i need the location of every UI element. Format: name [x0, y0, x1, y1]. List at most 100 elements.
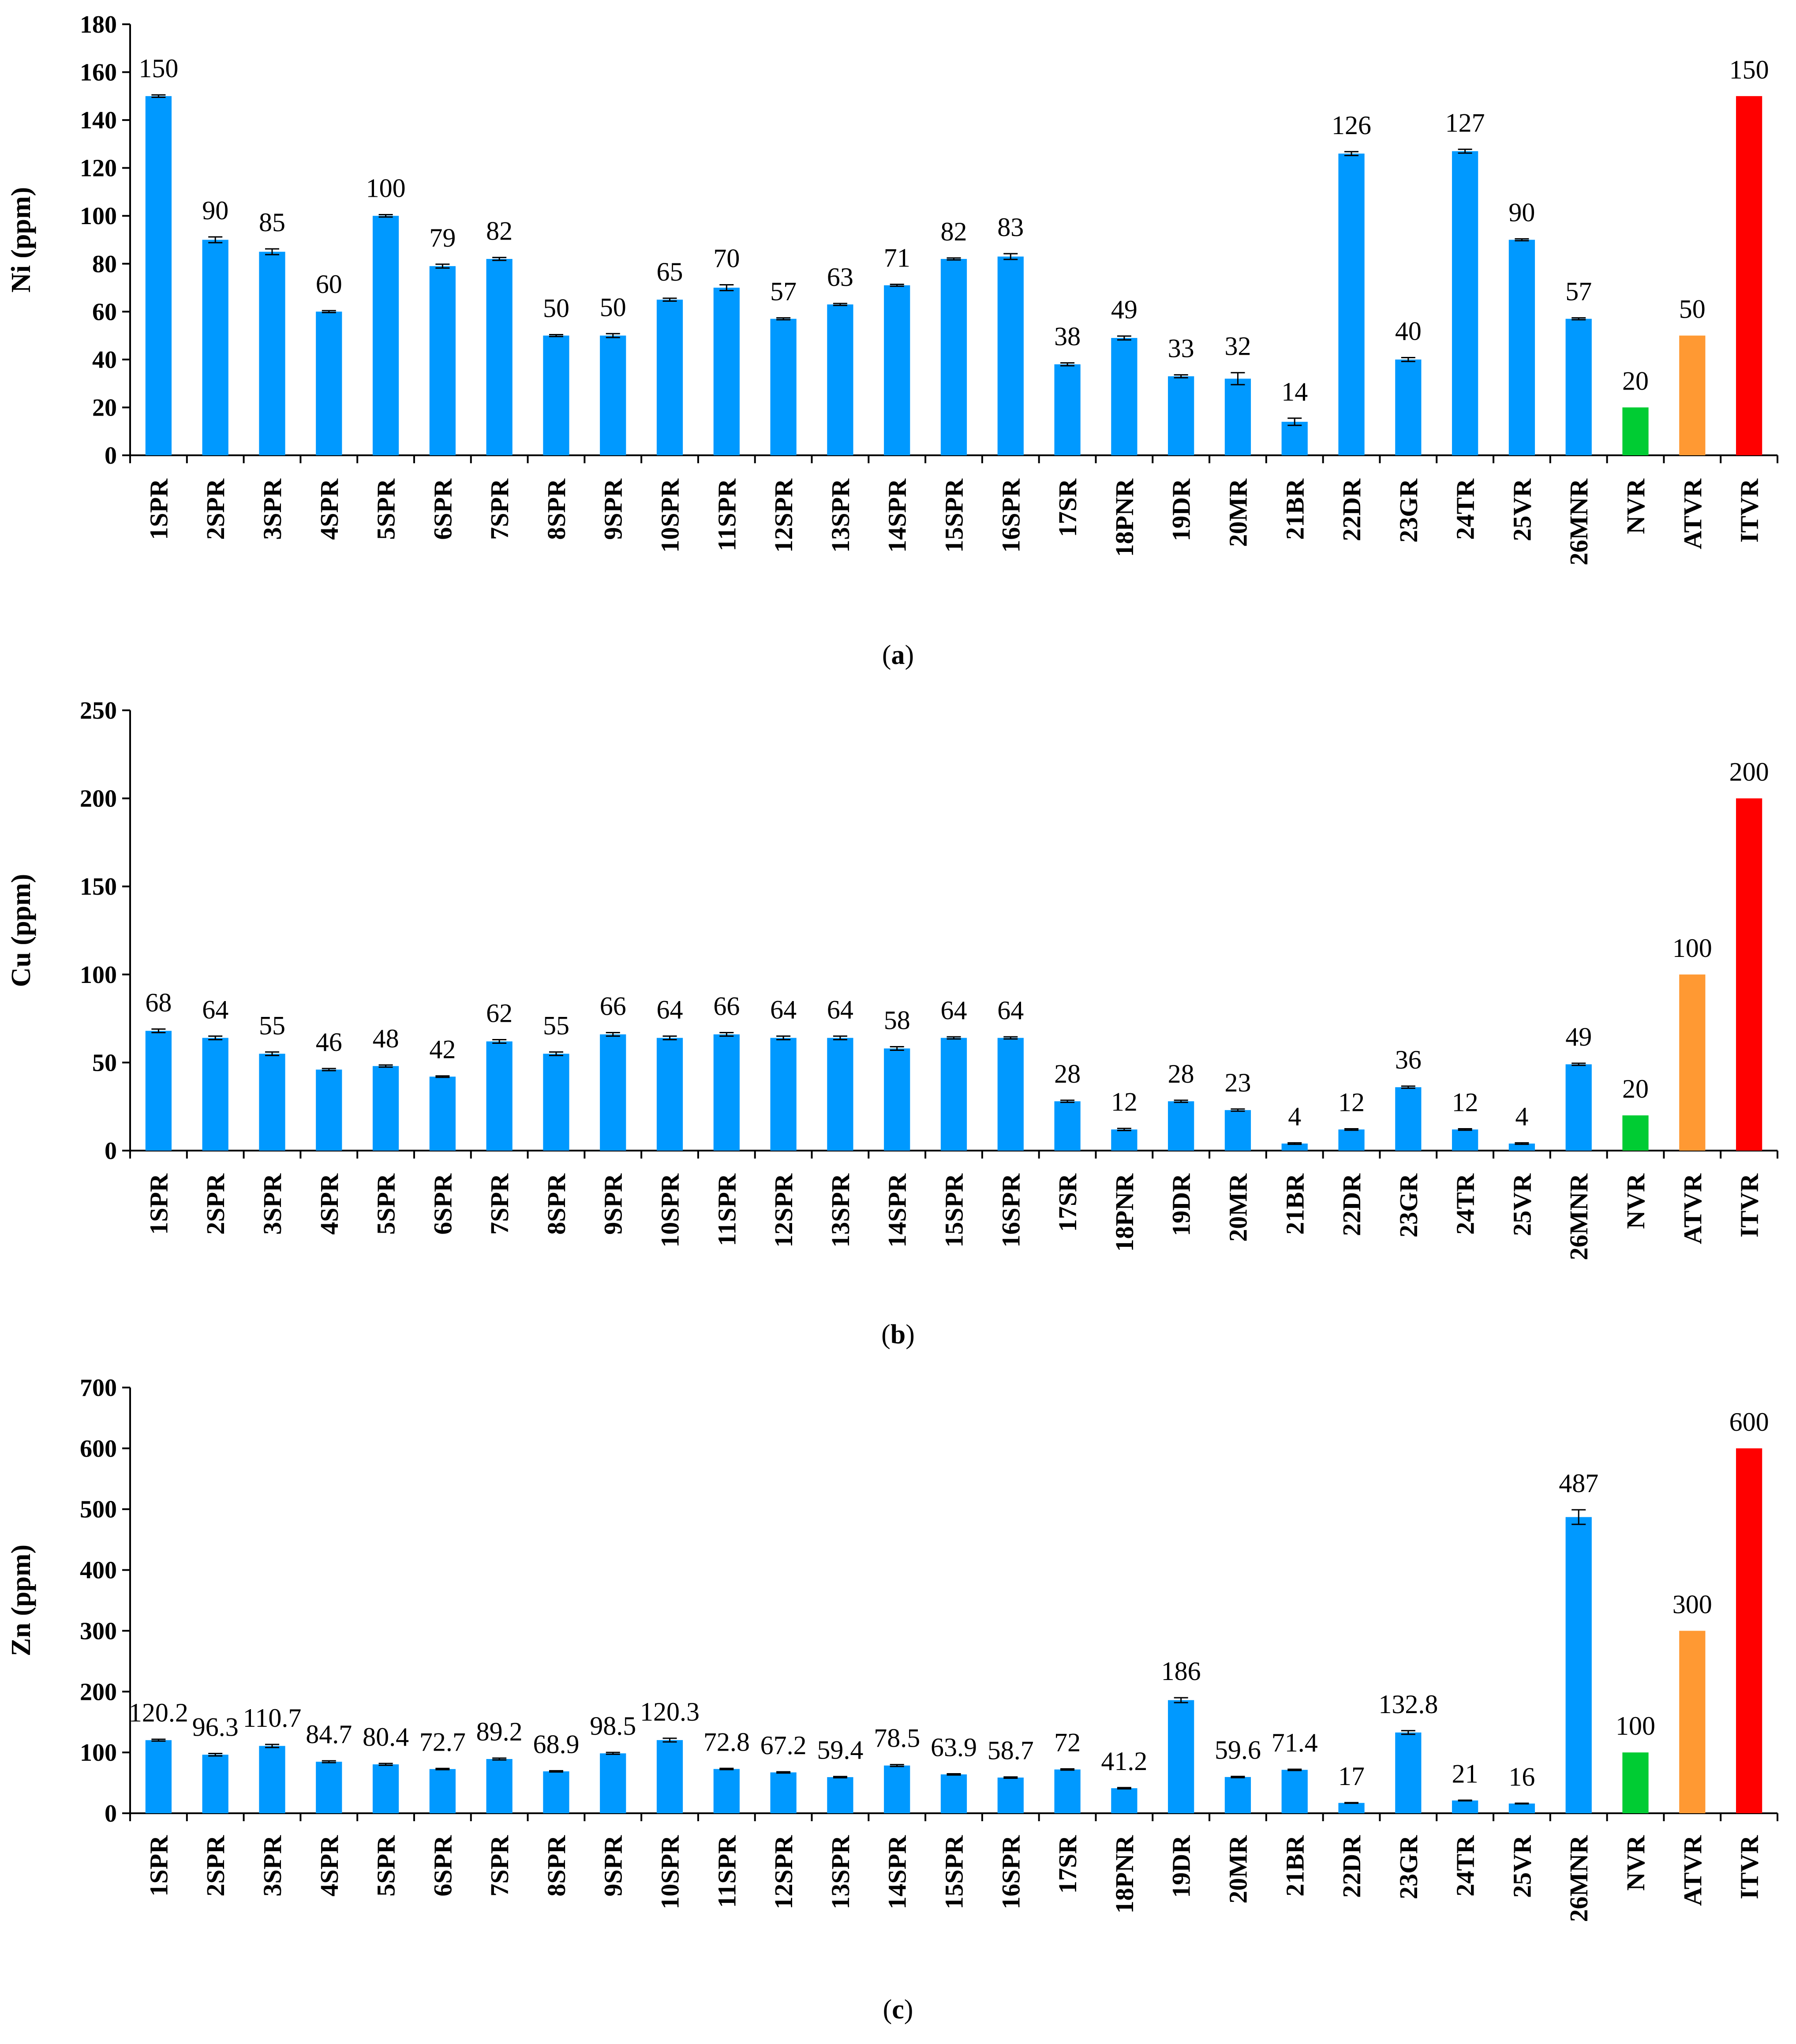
category-label-24TR: 24TR [1451, 1835, 1480, 1897]
category-label-21BR: 21BR [1280, 1835, 1309, 1897]
category-label-NVR: NVR [1621, 1173, 1650, 1229]
data-label-15SPR: 64 [941, 996, 967, 1025]
data-label-1SPR: 150 [138, 54, 178, 83]
bar-7SPR [486, 259, 513, 455]
category-label-7SPR: 7SPR [485, 478, 514, 540]
data-label-8SPR: 68.9 [533, 1730, 579, 1759]
category-label-9SPR: 9SPR [599, 1173, 628, 1235]
bar-4SPR [316, 1069, 342, 1151]
category-label-16SPR: 16SPR [996, 1173, 1025, 1248]
category-label-15SPR: 15SPR [940, 1173, 969, 1248]
bar-18PNR [1111, 338, 1137, 455]
y-tick-label: 500 [80, 1496, 117, 1523]
data-label-7SPR: 82 [486, 217, 513, 246]
y-tick-label: 180 [80, 11, 117, 38]
data-label-14SPR: 58 [884, 1005, 910, 1035]
data-label-18PNR: 49 [1111, 295, 1137, 324]
category-label-18PNR: 18PNR [1110, 1173, 1139, 1252]
category-label-2SPR: 2SPR [201, 1173, 230, 1235]
bar-NVR [1622, 407, 1649, 455]
category-label-20MR: 20MR [1224, 1173, 1252, 1242]
bar-12SPR [770, 1772, 797, 1813]
bar-4SPR [316, 1762, 342, 1813]
bar-25VR [1508, 1144, 1535, 1151]
y-tick-label: 600 [80, 1435, 117, 1463]
bar-1SPR [145, 1031, 172, 1151]
y-tick-label: 200 [80, 785, 117, 813]
category-label-1SPR: 1SPR [144, 1173, 173, 1235]
bar-26MNR [1565, 319, 1592, 455]
data-label-3SPR: 110.7 [243, 1703, 302, 1733]
bar-10SPR [656, 1038, 683, 1151]
category-label-25VR: 25VR [1508, 1835, 1536, 1898]
category-label-17SR: 17SR [1053, 1173, 1082, 1232]
data-label-18PNR: 41.2 [1101, 1747, 1147, 1776]
category-label-10SPR: 10SPR [656, 1173, 685, 1248]
category-label-2SPR: 2SPR [201, 478, 230, 540]
data-label-15SPR: 82 [941, 217, 967, 246]
y-tick-label: 150 [80, 873, 117, 900]
category-label-19DR: 19DR [1167, 1835, 1196, 1898]
category-label-20MR: 20MR [1224, 478, 1252, 547]
data-label-10SPR: 64 [657, 995, 683, 1024]
chart-zn: 0 100 200 300 400 500 600 700 Zn (ppm) 120.2 1SPR 9… [6, 1374, 1778, 2025]
bar-14SPR [884, 285, 910, 455]
data-label-25VR: 90 [1508, 198, 1535, 227]
data-label-24TR: 127 [1445, 108, 1485, 137]
category-label-1SPR: 1SPR [144, 478, 173, 540]
data-label-5SPR: 100 [366, 174, 406, 203]
category-label-4SPR: 4SPR [315, 1173, 344, 1235]
bar-2SPR [202, 240, 228, 455]
bar-1SPR [145, 96, 172, 456]
data-label-21BR: 71.4 [1272, 1728, 1318, 1757]
category-label-ATVR: ATVR [1678, 1173, 1707, 1244]
data-label-19DR: 186 [1161, 1657, 1201, 1686]
category-label-ITVR: ITVR [1735, 1835, 1764, 1899]
bar-18PNR [1111, 1788, 1137, 1813]
data-label-ITVR: 600 [1729, 1407, 1769, 1436]
y-tick-label: 160 [80, 59, 117, 86]
bar-12SPR [770, 1038, 797, 1151]
bar-10SPR [656, 1740, 683, 1813]
bar-7SPR [486, 1759, 513, 1813]
data-label-12SPR: 57 [770, 277, 797, 306]
data-label-3SPR: 85 [259, 208, 285, 237]
bar-6SPR [429, 266, 456, 455]
category-label-19DR: 19DR [1167, 478, 1196, 541]
data-label-22DR: 12 [1338, 1088, 1365, 1117]
bar-NVR [1622, 1115, 1649, 1151]
data-label-5SPR: 48 [373, 1024, 399, 1053]
category-label-13SPR: 13SPR [826, 1835, 855, 1909]
category-label-ATVR: ATVR [1678, 1835, 1707, 1906]
bar-3SPR [259, 1054, 285, 1151]
y-tick-label: 80 [92, 251, 117, 278]
bar-13SPR [827, 1038, 853, 1151]
bar-3SPR [259, 251, 285, 455]
y-tick-label: 100 [80, 961, 117, 989]
bar-6SPR [429, 1076, 456, 1151]
data-label-9SPR: 50 [600, 293, 626, 322]
data-label-20MR: 59.6 [1215, 1735, 1261, 1764]
category-label-11SPR: 11SPR [712, 1173, 741, 1246]
data-label-12SPR: 67.2 [760, 1731, 807, 1760]
category-label-NVR: NVR [1621, 478, 1650, 534]
data-label-11SPR: 72.8 [703, 1727, 750, 1756]
bar-25VR [1508, 240, 1535, 455]
category-label-10SPR: 10SPR [656, 478, 685, 553]
category-label-23GR: 23GR [1394, 1173, 1423, 1238]
data-label-ITVR: 150 [1729, 55, 1769, 84]
category-label-18PNR: 18PNR [1110, 478, 1139, 557]
data-label-26MNR: 49 [1565, 1022, 1592, 1051]
data-label-17SR: 38 [1054, 322, 1081, 351]
data-label-14SPR: 78.5 [874, 1724, 920, 1753]
category-label-25VR: 25VR [1508, 1173, 1536, 1236]
data-label-23GR: 40 [1395, 317, 1422, 346]
bar-20MR [1224, 1777, 1251, 1813]
category-label-14SPR: 14SPR [883, 1835, 912, 1909]
bar-11SPR [713, 1769, 740, 1813]
bar-24TR [1452, 1800, 1478, 1813]
category-label-16SPR: 16SPR [996, 1835, 1025, 1909]
panel-caption: (a) [882, 640, 914, 670]
data-label-ATVR: 100 [1673, 934, 1712, 963]
data-label-20MR: 23 [1224, 1068, 1251, 1097]
